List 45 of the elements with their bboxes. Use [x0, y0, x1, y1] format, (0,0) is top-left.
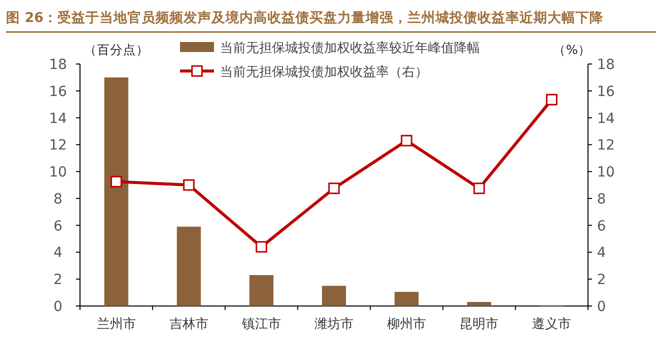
y2-axis-title: （%）: [553, 42, 591, 57]
point: [328, 182, 340, 194]
y2-tick-label: 12: [597, 138, 615, 154]
point: [400, 134, 412, 146]
legend-label: 当前无担保城投债加权收益率较近年峰值降幅: [220, 40, 480, 56]
y2-tick-label: 6: [597, 218, 606, 234]
y-tick-label: 14: [49, 110, 67, 127]
bar: [104, 77, 128, 306]
point: [473, 182, 485, 194]
legend-label: 当前无担保城投债加权收益率（右）: [220, 64, 428, 80]
bar: [176, 226, 201, 306]
y-tick-label: 10: [49, 164, 67, 181]
y-tick-label: 12: [49, 138, 67, 154]
x-tick-label: 遵义市: [532, 316, 572, 332]
y-tick-label: 2: [54, 272, 62, 288]
bar: [249, 275, 274, 306]
point: [546, 94, 558, 106]
bar: [322, 286, 346, 306]
y2-tick-label: 18: [597, 57, 615, 73]
y2-tick-label: 10: [597, 164, 615, 181]
point: [256, 241, 268, 253]
x-tick-label: 昆明市: [460, 317, 499, 332]
point: [183, 179, 195, 191]
x-tick-label: 镇江市: [240, 317, 281, 332]
point: [110, 176, 122, 188]
bar: [467, 302, 492, 306]
x-tick-label: 兰州市: [96, 317, 136, 332]
y-tick-label: 0: [54, 299, 62, 315]
x-tick-label: 柳州市: [387, 317, 426, 332]
y2-tick-label: 0: [597, 299, 606, 315]
y-tick-label: 6: [54, 218, 63, 234]
y-tick-label: 18: [49, 57, 67, 73]
x-tick-label: 潍坊市: [314, 317, 354, 332]
y-axis-title: （百分点）: [84, 42, 149, 57]
x-tick-label: 吉林市: [169, 317, 208, 332]
y2-tick-label: 14: [597, 110, 615, 127]
y-tick-label: 8: [54, 191, 62, 208]
bar: [394, 292, 419, 306]
y-tick-label: 4: [54, 245, 63, 262]
y-tick-label: 16: [49, 84, 67, 100]
y2-tick-label: 16: [597, 84, 615, 100]
y2-tick-label: 2: [597, 272, 606, 288]
y2-tick-label: 8: [597, 191, 606, 208]
y2-tick-label: 4: [597, 245, 606, 262]
chart-title: 图 26：受益于当地官员频频发声及境内高收益债买盘力量增强，兰州城投债收益率近期大幅下降: [6, 9, 604, 26]
